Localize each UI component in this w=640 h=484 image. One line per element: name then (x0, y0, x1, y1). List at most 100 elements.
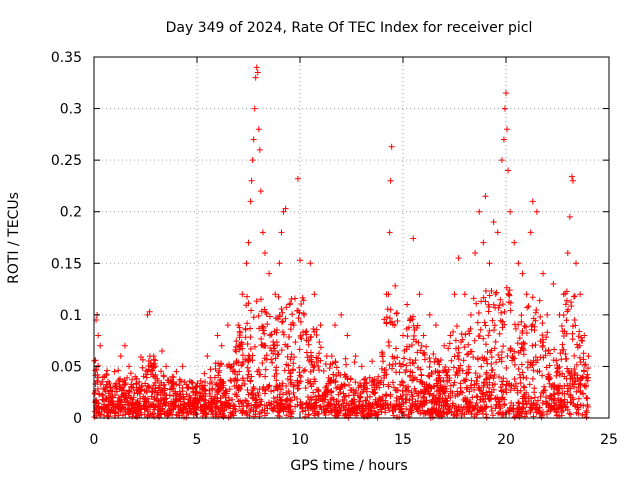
data-point (214, 397, 221, 404)
data-point (363, 397, 370, 404)
data-point (455, 356, 462, 363)
data-point (258, 323, 265, 330)
data-point (523, 291, 530, 298)
data-point (431, 358, 438, 365)
data-point (158, 368, 165, 375)
data-point (248, 390, 255, 397)
data-point (486, 303, 493, 310)
data-point (565, 306, 572, 313)
data-points (91, 64, 592, 421)
data-point (473, 300, 480, 307)
data-point (517, 374, 524, 381)
data-point (408, 392, 415, 399)
data-point (207, 366, 214, 373)
data-point (113, 386, 120, 393)
data-point (247, 325, 254, 332)
data-point (492, 291, 499, 298)
data-point (236, 324, 243, 331)
data-point (171, 399, 178, 406)
data-point (456, 404, 463, 411)
data-point (280, 408, 287, 415)
data-point (467, 401, 474, 408)
data-point (361, 376, 368, 383)
data-point (342, 406, 349, 413)
data-point (176, 382, 183, 389)
data-point (493, 402, 500, 409)
y-tick-label: 0.35 (51, 50, 82, 66)
x-tick-label: 15 (394, 432, 412, 448)
data-point (423, 381, 430, 388)
data-point (473, 393, 480, 400)
data-point (501, 105, 508, 112)
data-point (187, 400, 194, 407)
data-point (118, 406, 125, 413)
data-point (273, 377, 280, 384)
data-point (253, 399, 260, 406)
data-point (214, 404, 221, 411)
data-point (523, 389, 530, 396)
data-point (468, 377, 475, 384)
data-point (511, 361, 518, 368)
data-point (404, 301, 411, 308)
data-point (177, 378, 184, 385)
data-point (149, 411, 156, 418)
data-point (454, 353, 461, 360)
data-point (388, 318, 395, 325)
data-point (483, 375, 490, 382)
data-point (474, 409, 481, 416)
data-point (279, 309, 286, 316)
data-point (512, 325, 519, 332)
data-point (145, 412, 152, 419)
data-point (447, 382, 454, 389)
data-point (250, 404, 257, 411)
data-point (285, 388, 292, 395)
data-point (330, 371, 337, 378)
data-point (299, 408, 306, 415)
plot-frame (93, 56, 610, 419)
data-point (335, 391, 342, 398)
data-point (287, 326, 294, 333)
data-point (137, 387, 144, 394)
data-point (427, 409, 434, 416)
data-point (426, 311, 433, 318)
data-point (581, 382, 588, 389)
data-point (270, 387, 277, 394)
data-point (470, 354, 477, 361)
data-point (250, 136, 257, 143)
data-point (308, 354, 315, 361)
data-point (465, 341, 472, 348)
data-point (511, 239, 518, 246)
data-point (219, 378, 226, 385)
data-point (254, 69, 261, 76)
data-point (143, 404, 150, 411)
data-point (268, 388, 275, 395)
data-point (357, 380, 364, 387)
data-point (150, 382, 157, 389)
data-point (524, 304, 531, 311)
data-point (96, 391, 103, 398)
data-point (267, 344, 274, 351)
data-point (455, 255, 462, 262)
data-point (248, 373, 255, 380)
data-point (262, 342, 269, 349)
data-point (401, 355, 408, 362)
data-point (490, 219, 497, 226)
data-point (107, 394, 114, 401)
data-point (416, 291, 423, 298)
data-point (290, 389, 297, 396)
data-point (262, 309, 269, 316)
data-point (547, 350, 554, 357)
data-point (538, 414, 545, 421)
data-point (211, 374, 218, 381)
data-point (478, 363, 485, 370)
data-point (503, 284, 510, 291)
data-point (197, 377, 204, 384)
data-point (256, 146, 263, 153)
data-point (564, 399, 571, 406)
data-point (551, 386, 558, 393)
data-point (307, 260, 314, 267)
data-point (239, 352, 246, 359)
data-point (505, 167, 512, 174)
data-point (550, 357, 557, 364)
data-point (303, 331, 310, 338)
